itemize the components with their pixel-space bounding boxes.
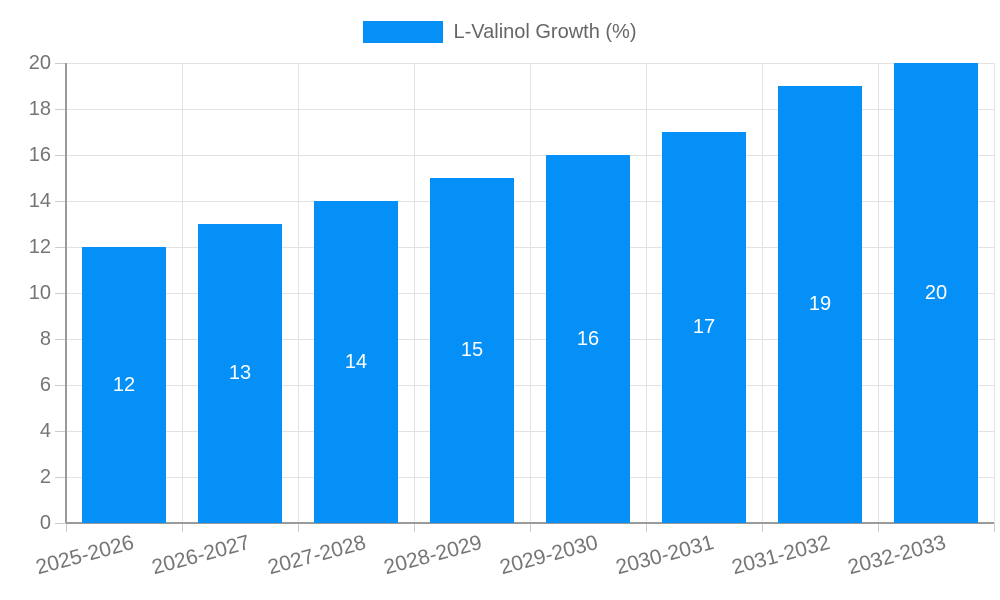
gridline-vertical <box>645 63 647 523</box>
legend[interactable]: L-Valinol Growth (%) <box>0 18 1000 46</box>
x-tick-mark <box>993 523 995 532</box>
bar-value-label: 12 <box>112 373 136 396</box>
y-axis-line <box>65 63 67 523</box>
x-tick-mark <box>529 523 531 532</box>
y-axis-tick-label: 0 <box>39 512 51 534</box>
bar-value-label: 13 <box>228 362 252 384</box>
bar[interactable]: 19 <box>778 86 862 523</box>
x-axis-tick-label: 2031-2032 <box>728 531 832 580</box>
y-axis-tick-label: 12 <box>28 236 51 258</box>
bar-value-label: 20 <box>924 281 948 304</box>
y-axis-tick-label: 2 <box>39 466 51 488</box>
gridline-vertical <box>413 63 415 523</box>
bar[interactable]: 13 <box>198 224 282 523</box>
y-tick-mark <box>55 384 66 386</box>
y-tick-mark <box>55 292 66 294</box>
gridline-vertical <box>993 63 995 523</box>
y-tick-mark <box>55 430 66 432</box>
y-tick-mark <box>55 154 66 156</box>
gridline-vertical <box>877 63 879 523</box>
legend-swatch <box>363 21 444 43</box>
x-tick-mark <box>181 523 183 532</box>
y-axis-tick-label: 18 <box>28 98 51 120</box>
bar[interactable]: 14 <box>314 201 398 523</box>
x-tick-mark <box>645 523 647 532</box>
y-axis-tick-label: 14 <box>28 190 51 212</box>
bar-value-label: 14 <box>344 350 368 373</box>
x-tick-mark <box>877 523 879 532</box>
bar-value-label: 16 <box>576 327 600 350</box>
x-tick-mark <box>297 523 299 532</box>
x-tick-mark <box>761 523 763 532</box>
x-axis-tick-label: 2032-2033 <box>844 531 948 580</box>
y-axis-tick-label: 10 <box>28 282 51 304</box>
gridline-vertical <box>761 63 763 523</box>
bar-value-label: 17 <box>692 316 716 338</box>
y-tick-mark <box>55 246 66 248</box>
y-axis-tick-label: 16 <box>28 144 51 166</box>
y-axis-tick-label: 8 <box>39 328 51 350</box>
y-tick-mark <box>55 522 66 524</box>
x-axis-line <box>66 522 994 524</box>
y-tick-mark <box>55 338 66 340</box>
bar[interactable]: 20 <box>894 63 978 523</box>
x-axis-tick-label: 2029-2030 <box>496 531 600 580</box>
bar-value-label: 15 <box>460 339 484 361</box>
x-axis-tick-label: 2030-2031 <box>612 531 716 580</box>
gridline-vertical <box>181 63 183 523</box>
x-tick-mark <box>413 523 415 532</box>
legend-label: L-Valinol Growth (%) <box>453 20 637 43</box>
x-tick-mark <box>65 523 67 532</box>
x-axis-tick-label: 2026-2027 <box>148 531 252 580</box>
y-axis-tick-label: 6 <box>39 374 51 396</box>
gridline-vertical <box>529 63 531 523</box>
y-tick-mark <box>55 476 66 478</box>
bar[interactable]: 15 <box>430 178 514 523</box>
y-tick-mark <box>55 108 66 110</box>
bar[interactable]: 12 <box>82 247 166 523</box>
y-axis-tick-label: 20 <box>28 52 51 74</box>
x-axis-tick-label: 2027-2028 <box>264 531 368 580</box>
y-axis-tick-label: 4 <box>39 420 51 442</box>
x-axis-tick-label: 2028-2029 <box>380 531 484 580</box>
gridline-vertical <box>297 63 299 523</box>
bar-value-label: 19 <box>808 293 832 315</box>
y-tick-mark <box>55 200 66 202</box>
bar[interactable]: 16 <box>546 155 630 523</box>
bar[interactable]: 17 <box>662 132 746 523</box>
x-axis-tick-label: 2025-2026 <box>32 531 136 580</box>
y-tick-mark <box>55 62 66 64</box>
